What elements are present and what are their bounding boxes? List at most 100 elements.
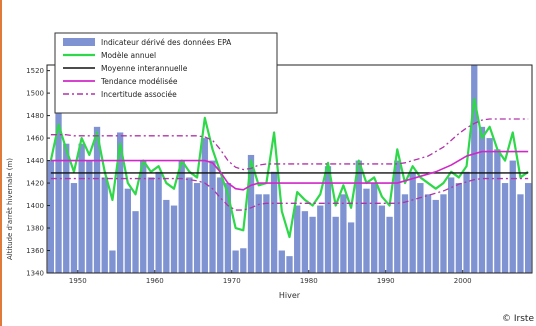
legend-label-3: Tendance modélisée	[100, 77, 178, 86]
x-tick-label-2000: 2000	[454, 277, 472, 285]
plot-frame	[46, 64, 533, 274]
x-tick-label-1970: 1970	[223, 277, 241, 285]
bar-1951	[86, 160, 93, 273]
legend-box	[54, 32, 278, 114]
bar-1984	[340, 194, 347, 273]
legend-label-4: Incertitude associée	[101, 90, 177, 99]
bar-1962	[170, 205, 178, 273]
bar-1968	[217, 177, 224, 273]
bar-series	[47, 65, 532, 273]
bar-1998	[448, 177, 455, 273]
bar-1992	[401, 194, 409, 273]
bar-1978	[294, 205, 301, 273]
bar-2007	[517, 194, 524, 273]
bar-1991	[394, 160, 401, 273]
legend-label-0: Indicateur dérivé des données EPA	[101, 38, 232, 47]
bar-1957	[132, 211, 139, 273]
series-line-modele-annuel	[49, 97, 529, 239]
x-tick-label-1990: 1990	[377, 277, 395, 285]
y-tick-label-1440: 1440	[26, 157, 44, 165]
series-line-tendance-modelisee	[50, 150, 529, 191]
bar-1989	[378, 205, 386, 273]
x-tick-label-1980: 1980	[300, 277, 318, 285]
bar-1990	[386, 216, 393, 273]
bar-1960	[155, 171, 162, 273]
bar-1976	[278, 250, 285, 273]
y-tick-label-1360: 1360	[26, 247, 44, 255]
bar-1969	[224, 183, 232, 273]
bar-1995	[424, 194, 432, 273]
bar-2008	[524, 183, 532, 273]
bar-1973	[255, 194, 262, 273]
bar-1966	[201, 138, 208, 273]
bar-1950	[78, 143, 85, 273]
y-tick-label-1460: 1460	[26, 135, 44, 143]
bar-1982	[324, 166, 332, 273]
bar-1948	[63, 143, 70, 273]
bar-1972	[247, 154, 255, 273]
bar-1996	[432, 199, 439, 273]
bar-1986	[355, 160, 362, 273]
bar-1979	[301, 211, 309, 273]
bar-1967	[209, 160, 216, 273]
bar-1953	[101, 177, 108, 273]
bar-1965	[193, 183, 201, 273]
y-tick-label-1380: 1380	[26, 225, 44, 233]
bar-1958	[140, 160, 147, 273]
bar-1954	[109, 250, 116, 273]
bar-1997	[440, 194, 447, 273]
bar-1980	[309, 216, 316, 273]
bar-2005	[501, 183, 509, 273]
legend-label-1: Modèle annuel	[101, 51, 156, 60]
bar-1983	[332, 216, 339, 273]
x-tick-label-1950: 1950	[69, 277, 87, 285]
bar-1981	[317, 205, 324, 273]
bar-1959	[147, 177, 155, 273]
bar-1974	[263, 194, 270, 273]
bar-2000	[463, 171, 470, 273]
bar-2004	[494, 149, 501, 273]
bar-1970	[232, 250, 239, 273]
bar-1993	[409, 171, 416, 273]
bar-1952	[93, 126, 101, 273]
y-tick-label-1400: 1400	[26, 202, 44, 210]
legend-swatch-bar	[63, 38, 95, 46]
bar-2006	[509, 160, 516, 273]
x-axis-label: Hiver	[279, 291, 301, 300]
y-axis-ticks: 1340 1360 1380 1400 1420 1440 1460 1480 1500 1520	[26, 67, 50, 278]
bar-1999	[455, 183, 463, 273]
bar-1963	[178, 160, 185, 273]
bar-1977	[286, 256, 293, 273]
y-tick-label-1420: 1420	[26, 180, 44, 188]
series-line-incertitude-basse	[50, 177, 529, 211]
x-axis-ticks: 1950 1960 1970 1980 1990 2000	[69, 270, 472, 285]
line-series	[49, 97, 529, 239]
legend: Indicateur dérivé des données EPA Modèle …	[54, 32, 278, 114]
bar-2002	[478, 126, 486, 273]
series-line-incertitude-haute	[50, 118, 529, 171]
legend-label-2: Moyenne interannuelle	[101, 64, 188, 73]
bar-1994	[417, 183, 424, 273]
y-tick-label-1520: 1520	[26, 67, 44, 75]
bar-1988	[371, 183, 378, 273]
bar-1971	[240, 248, 247, 273]
y-tick-label-1340: 1340	[26, 270, 44, 278]
bar-2001	[471, 65, 478, 273]
bar-1975	[270, 171, 278, 273]
bar-1955	[116, 132, 124, 273]
copyright-notice: © Irste	[502, 314, 534, 324]
bar-2003	[486, 138, 493, 273]
bar-1987	[363, 188, 370, 273]
bar-1947	[55, 113, 62, 273]
bar-1956	[124, 188, 131, 273]
bar-1985	[347, 222, 355, 273]
bar-1961	[163, 199, 170, 273]
y-tick-label-1500: 1500	[26, 90, 44, 98]
bar-1946	[47, 160, 54, 273]
bar-1949	[70, 183, 78, 273]
bar-1964	[186, 177, 193, 273]
y-tick-label-1480: 1480	[26, 112, 44, 120]
x-tick-label-1960: 1960	[146, 277, 164, 285]
y-axis-label: Altitude d'arrêt hivernale (m)	[6, 158, 14, 260]
